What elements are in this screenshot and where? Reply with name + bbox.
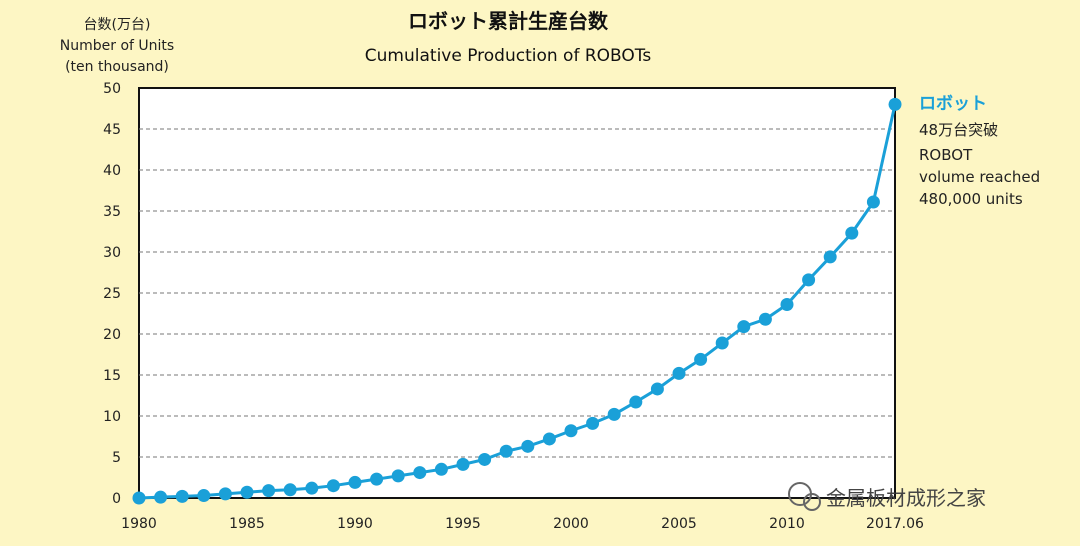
x-tick-label: 1990 [337, 516, 373, 532]
annotation-line-4: 480,000 units [919, 190, 1023, 208]
data-point [154, 490, 168, 504]
data-point [197, 489, 211, 503]
data-point [326, 479, 340, 493]
data-point [866, 195, 880, 209]
data-point [586, 416, 600, 430]
data-point [823, 250, 837, 264]
y-tick-label: 10 [103, 409, 121, 425]
chart-title: ロボット累計生産台数 [408, 9, 609, 33]
data-point [262, 484, 276, 498]
x-tick-label: 2005 [661, 516, 697, 532]
data-point [391, 469, 405, 483]
y-tick-label: 40 [103, 163, 121, 179]
y-tick-labels: 0 5 10 15 20 25 30 35 40 45 50 [103, 81, 121, 507]
x-tick-label: 2010 [769, 516, 805, 532]
chart-subtitle: Cumulative Production of ROBOTs [365, 46, 652, 66]
data-point [434, 462, 448, 476]
x-tick-label: 2000 [553, 516, 589, 532]
data-point [478, 452, 492, 466]
annotation-line-1: 48万台突破 [919, 121, 998, 139]
data-point [845, 226, 859, 240]
data-point [650, 382, 664, 396]
y-axis-label-en: Number of Units [60, 38, 174, 54]
data-point [629, 395, 643, 409]
data-point [694, 352, 708, 366]
data-point [521, 439, 535, 453]
data-point [542, 432, 556, 446]
annotation-line-3: volume reached [919, 168, 1040, 186]
annotation-line-2: ROBOT [919, 146, 973, 164]
watermark-text: 金属板材成形之家 [826, 486, 986, 510]
data-point [737, 320, 751, 334]
y-axis-label-jp: 台数(万台) [84, 17, 151, 33]
y-tick-label: 50 [103, 81, 121, 97]
data-point [132, 491, 146, 505]
data-point [888, 97, 902, 111]
y-tick-label: 0 [112, 491, 121, 507]
series-points [132, 97, 902, 505]
x-tick-label: 1995 [445, 516, 481, 532]
data-point [780, 297, 794, 311]
y-tick-label: 35 [103, 204, 121, 220]
data-point [370, 472, 384, 486]
watermark: 金属板材成形之家 [788, 482, 986, 511]
wechat-icon-dot [803, 493, 821, 511]
grid-lines [139, 128, 895, 458]
y-tick-label: 45 [103, 122, 121, 138]
data-point [240, 485, 254, 499]
y-tick-label: 25 [103, 286, 121, 302]
x-tick-labels: 1980 1985 1990 1995 2000 2005 2010 2017.06 [121, 516, 924, 532]
annotation-heading: ロボット [919, 94, 987, 114]
data-point [175, 489, 189, 503]
data-point [218, 487, 232, 501]
y-tick-label: 20 [103, 327, 121, 343]
data-point [456, 457, 470, 471]
data-point [283, 483, 297, 497]
y-axis-label-unit: (ten thousand) [65, 59, 169, 75]
data-point [802, 273, 816, 287]
data-point [499, 444, 513, 458]
y-tick-label: 15 [103, 368, 121, 384]
data-point [607, 407, 621, 421]
data-point [305, 481, 319, 495]
data-point [715, 336, 729, 350]
data-point [672, 366, 686, 380]
x-tick-label: 2017.06 [866, 516, 924, 532]
annotation: ロボット 48万台突破 ROBOT volume reached 480,000… [919, 94, 1040, 208]
data-point [413, 466, 427, 480]
data-point [348, 475, 362, 489]
data-point [564, 424, 578, 438]
y-tick-label: 30 [103, 245, 121, 261]
x-tick-label: 1980 [121, 516, 157, 532]
data-point [758, 312, 772, 326]
y-tick-label: 5 [112, 450, 121, 466]
x-tick-label: 1985 [229, 516, 265, 532]
